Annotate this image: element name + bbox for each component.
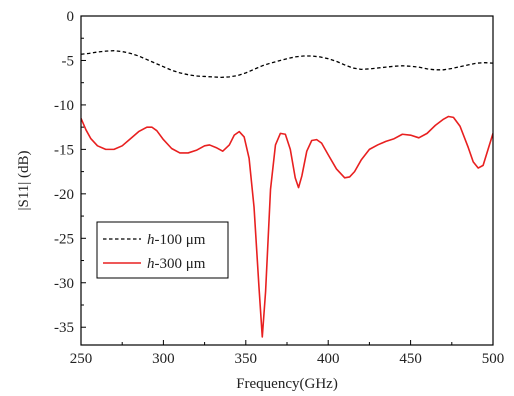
x-tick-label: 450 [399,351,422,367]
y-tick-label: -10 [54,98,74,114]
y-axis-label: |S11| (dB) [16,150,32,210]
ticks-layer: 250 300 350 400 450 500 0 -5 -10 -15 -20 -25 -30 -35 [54,9,504,367]
y-tick-label: 0 [67,9,75,25]
y-tick-label: -25 [54,231,74,247]
x-tick-label: 350 [235,351,258,367]
legend: h-100 μm h-300 μm [96,221,229,279]
legend-label-1: h-100 μm [147,232,206,248]
y-tick-label: -20 [54,187,74,203]
legend-label-2: h-300 μm [147,256,206,272]
series-line-1 [81,50,493,78]
x-tick-label: 500 [482,351,505,367]
series-layer [81,50,493,338]
x-tick-label: 400 [317,351,340,367]
x-tick-label: 250 [70,351,93,367]
y-tick-label: -5 [62,53,75,69]
y-tick-label: -30 [54,276,74,292]
series-line-2 [81,115,493,338]
y-tick-label: -35 [54,320,74,336]
y-tick-label: -15 [54,142,74,158]
legend-box [96,221,229,279]
plot-frame [80,15,494,346]
x-axis-label: Frequency(GHz) [236,376,338,392]
x-tick-label: 300 [152,351,175,367]
